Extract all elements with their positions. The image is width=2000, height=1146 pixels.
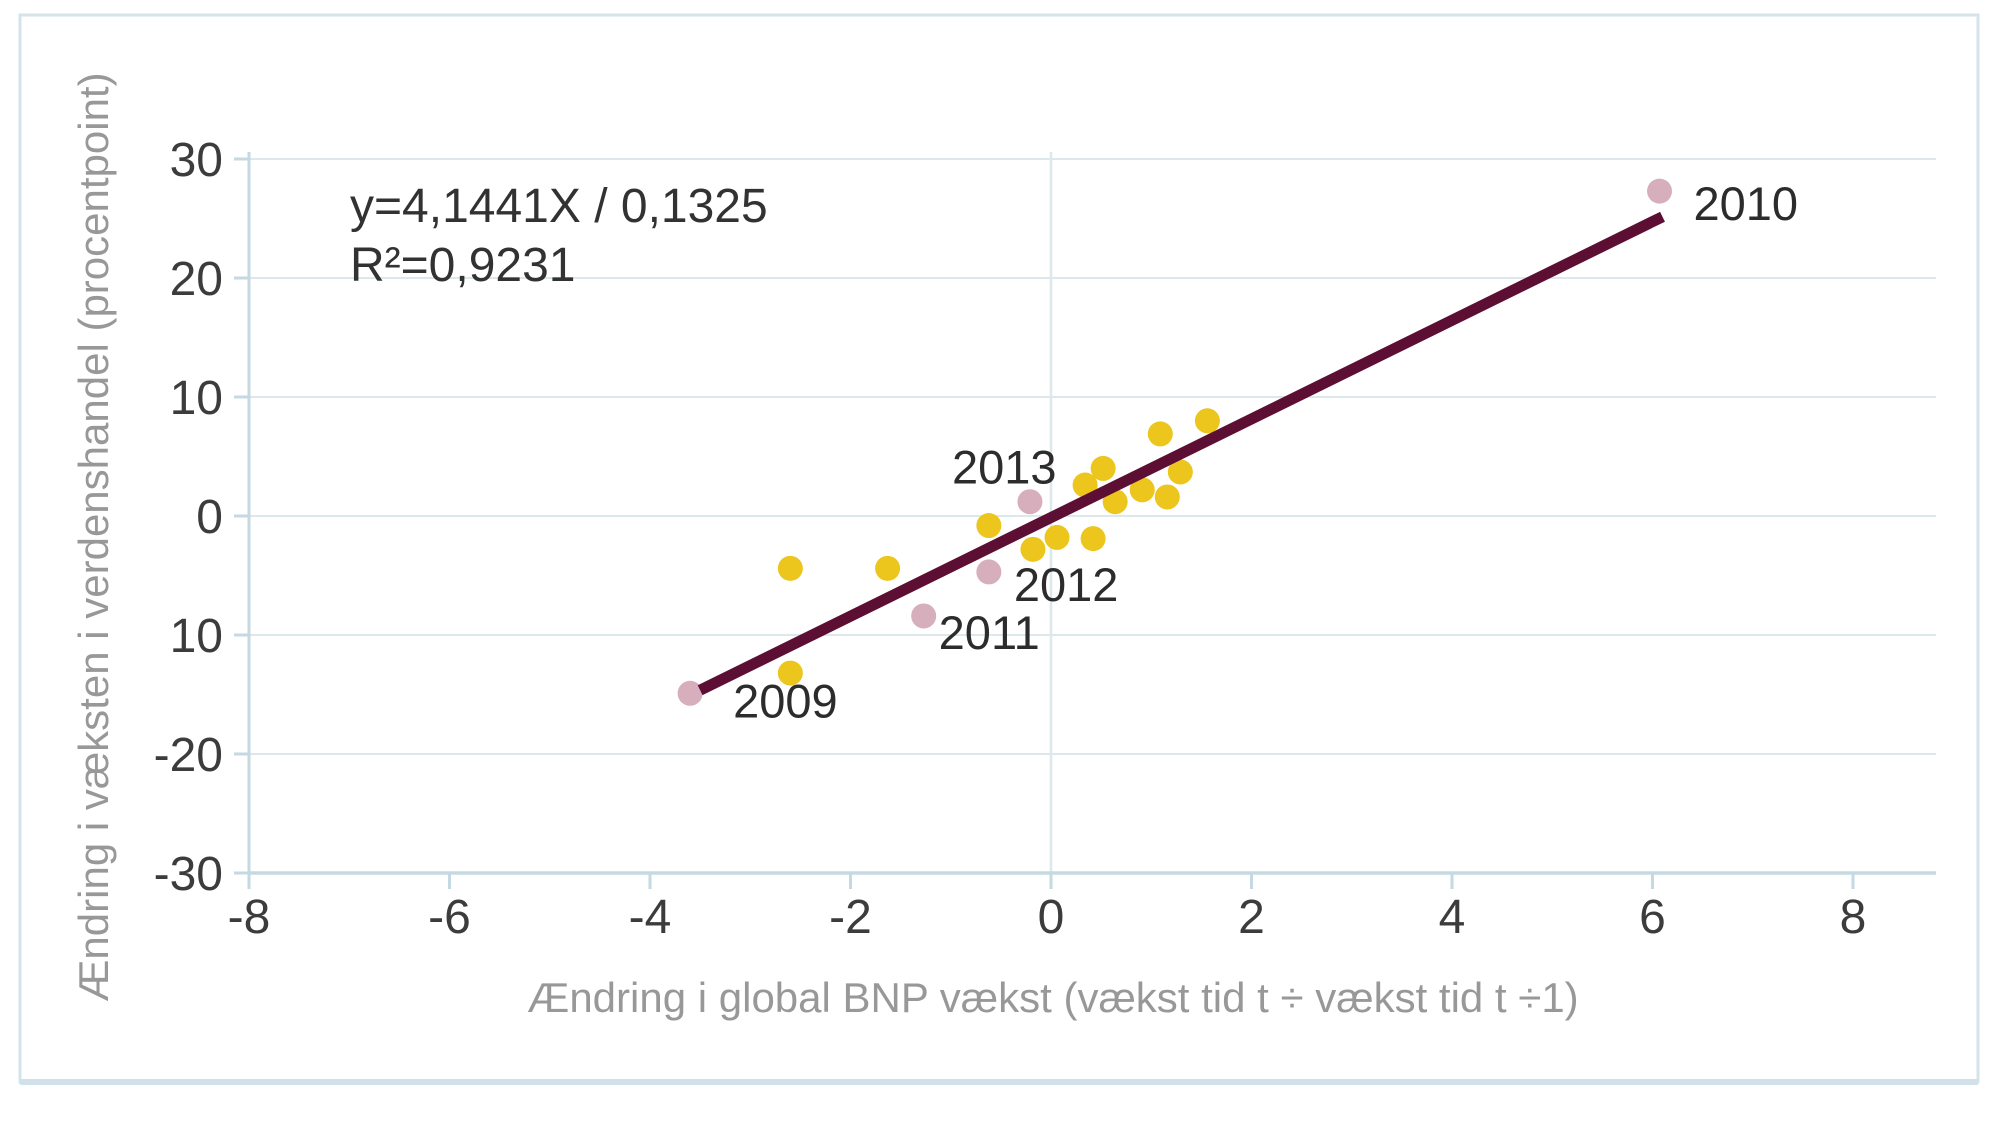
x-tick-label: 0 <box>1038 891 1065 944</box>
data-point-year <box>1017 489 1043 515</box>
y-tick-label: 20 <box>170 253 223 306</box>
data-point <box>1072 472 1098 498</box>
data-point <box>1129 477 1155 503</box>
x-tick-label: 6 <box>1639 891 1666 944</box>
year-label: 2013 <box>952 441 1057 494</box>
y-tick-label: 0 <box>196 491 223 544</box>
data-point <box>777 555 803 581</box>
y-tick-label: 10 <box>170 610 223 663</box>
data-points-layer <box>677 178 1673 706</box>
data-point <box>1090 455 1116 481</box>
data-point-year <box>1647 178 1673 204</box>
y-tick-label: 10 <box>170 372 223 425</box>
y-axis-title: Ændring i væksten i verdenshandel (proce… <box>70 72 117 1001</box>
axes-layer <box>234 152 1936 889</box>
data-point <box>1194 408 1220 434</box>
gridlines-layer <box>249 152 1936 873</box>
data-point-year <box>677 680 703 706</box>
equation-label: y=4,1441X / 0,1325 <box>350 180 768 233</box>
year-label: 2012 <box>1014 558 1119 611</box>
r-squared-label: R²=0,9231 <box>350 239 576 292</box>
x-tick-label: -4 <box>629 891 672 944</box>
year-label: 2010 <box>1694 177 1799 230</box>
year-label: 2011 <box>939 606 1040 659</box>
data-point-year <box>911 603 937 629</box>
data-point <box>1154 484 1180 510</box>
data-point <box>1167 459 1193 485</box>
data-point <box>976 513 1002 539</box>
x-tick-label: -8 <box>228 891 271 944</box>
year-label: 2009 <box>733 674 838 727</box>
x-tick-label: 8 <box>1840 891 1867 944</box>
x-tick-label: -6 <box>428 891 471 944</box>
data-point <box>1147 421 1173 447</box>
data-point <box>875 555 901 581</box>
data-point <box>1044 524 1070 550</box>
y-tick-label: 30 <box>170 134 223 187</box>
x-axis-title: Ændring i global BNP vækst (vækst tid t … <box>527 974 1578 1021</box>
trend-line-layer <box>697 211 1665 696</box>
x-tick-label: -2 <box>829 891 872 944</box>
x-tick-label: 2 <box>1238 891 1265 944</box>
data-point <box>777 660 803 686</box>
y-tick-label: -20 <box>154 729 223 782</box>
data-point-year <box>976 559 1002 585</box>
y-tick-label: -30 <box>154 848 223 901</box>
x-tick-label: 4 <box>1439 891 1466 944</box>
data-point <box>1020 536 1046 562</box>
trend-line <box>697 211 1665 696</box>
data-point <box>1080 526 1106 552</box>
data-point <box>1102 489 1128 515</box>
